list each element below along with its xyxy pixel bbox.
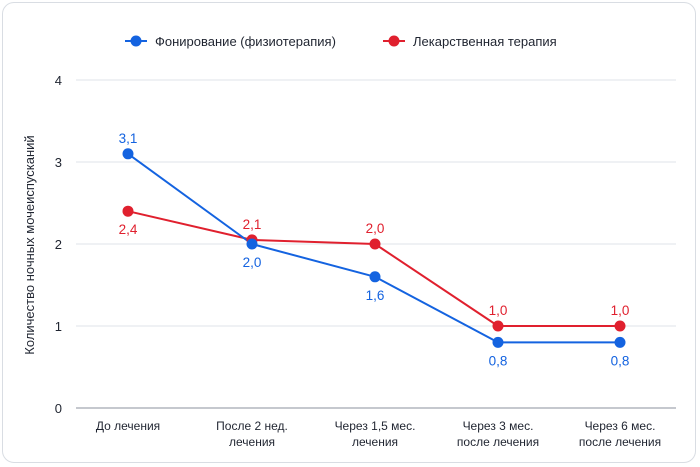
legend-item: Лекарственная терапия: [383, 34, 557, 49]
x-tick-label: Через 3 мес. после лечения: [457, 419, 539, 449]
data-label: 2,0: [366, 221, 385, 236]
chart-card: [2, 2, 696, 463]
data-label: 1,6: [366, 288, 385, 303]
data-point: [369, 271, 381, 283]
data-label: 0,8: [489, 353, 508, 368]
x-tick-line: Через 1,5 мес.: [335, 419, 416, 433]
data-point: [614, 336, 626, 348]
data-point: [369, 238, 381, 250]
data-point: [122, 205, 134, 217]
y-tick-label: 2: [55, 237, 62, 252]
y-axis-ticks: 0 1 2 3 4: [55, 73, 62, 416]
data-point: [122, 148, 134, 160]
x-tick-label: Через 1,5 мес. лечения: [335, 419, 416, 449]
x-tick-label: После 2 нед. лечения: [216, 419, 288, 449]
x-tick-line: Через 3 мес.: [463, 419, 534, 433]
data-point: [492, 336, 504, 348]
legend-label: Лекарственная терапия: [413, 34, 557, 49]
legend-label: Фонирование (физиотерапия): [155, 34, 336, 49]
y-axis-label: Количество ночных мочеиспусканий: [22, 135, 37, 354]
y-tick-label: 0: [55, 401, 62, 416]
data-label: 3,1: [119, 131, 138, 146]
x-tick-line: лечения: [229, 435, 275, 449]
data-point: [492, 320, 504, 332]
x-tick-line: До лечения: [96, 419, 160, 433]
x-tick-line: после лечения: [457, 435, 539, 449]
x-tick-line: лечения: [352, 435, 398, 449]
legend-item: Фонирование (физиотерапия): [125, 34, 336, 49]
legend: Фонирование (физиотерапия) Лекарственная …: [125, 34, 557, 49]
x-tick-line: Через 6 мес.: [585, 419, 656, 433]
x-tick-line: после лечения: [579, 435, 661, 449]
legend-marker: [388, 35, 400, 47]
data-point: [246, 238, 258, 250]
y-tick-label: 3: [55, 155, 62, 170]
data-label: 2,0: [243, 255, 262, 270]
data-label: 1,0: [489, 303, 508, 318]
data-label: 2,1: [243, 217, 262, 232]
data-point: [614, 320, 626, 332]
x-tick-line: После 2 нед.: [216, 419, 288, 433]
y-tick-label: 1: [55, 319, 62, 334]
data-label: 0,8: [611, 353, 630, 368]
series-points: [122, 148, 626, 348]
x-tick-label: Через 6 мес. после лечения: [579, 419, 661, 449]
legend-marker: [130, 35, 142, 47]
y-tick-label: 4: [55, 73, 62, 88]
data-labels: 3,1 2,0 1,6 0,8 0,8 2,4 2,1 2,0 1,0 1,0: [119, 131, 630, 369]
x-tick-label: До лечения: [96, 419, 160, 433]
data-label: 2,4: [119, 222, 138, 237]
data-label: 1,0: [611, 303, 630, 318]
